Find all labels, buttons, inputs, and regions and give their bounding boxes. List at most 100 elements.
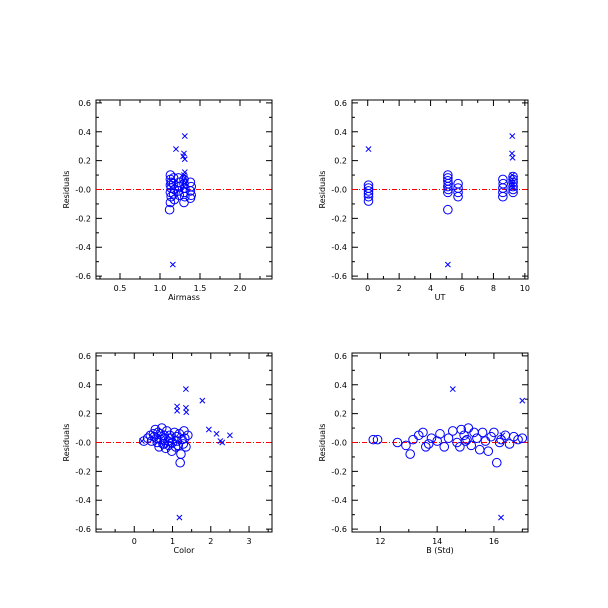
circle-data-point xyxy=(368,434,379,445)
circle-data-point xyxy=(508,184,518,195)
y-tick-label: 0.4 xyxy=(78,128,91,137)
y-axis-title: Residuals xyxy=(318,171,327,209)
y-tick-label: -0.4 xyxy=(75,496,91,505)
x-data-point xyxy=(181,133,188,140)
circle-data-point xyxy=(456,424,467,435)
x-tick-label: 8 xyxy=(491,284,496,293)
y-axis-title: Residuals xyxy=(62,171,71,209)
y-tick-label: 0.6 xyxy=(334,99,347,108)
x-data-point xyxy=(181,156,188,163)
circle-data-point xyxy=(472,433,482,443)
circle-data-point xyxy=(421,442,431,452)
y-tick-label: -0.4 xyxy=(331,496,347,505)
x-tick-label: 0.5 xyxy=(114,284,127,293)
circle-data-point xyxy=(363,186,374,196)
x-data-point xyxy=(205,426,212,433)
circle-data-point xyxy=(159,439,169,449)
x-tick-label: 10 xyxy=(520,284,530,293)
x-tick-label: 14 xyxy=(432,537,442,546)
x-tick-label: 3 xyxy=(246,537,251,546)
x-data-point xyxy=(213,430,220,437)
circle-data-point xyxy=(183,430,193,441)
circle-data-point xyxy=(418,427,428,438)
circle-data-point xyxy=(508,181,518,192)
y-tick-label: -0.2 xyxy=(75,214,91,223)
y-tick-label: 0.4 xyxy=(334,128,347,137)
circle-data-point xyxy=(363,196,374,206)
circle-data-point xyxy=(483,446,494,456)
circle-data-point xyxy=(460,436,471,446)
circle-data-point xyxy=(498,187,508,198)
x-axis-title: Airmass xyxy=(168,293,200,302)
circle-data-point xyxy=(405,449,415,459)
x-data-point xyxy=(174,407,181,414)
circle-data-point xyxy=(443,433,454,443)
circle-data-point xyxy=(443,187,453,198)
circle-data-point xyxy=(489,427,499,438)
x-data-point xyxy=(226,432,233,439)
y-tick-label: -0.2 xyxy=(331,214,347,223)
x-data-point xyxy=(444,261,451,268)
x-data-point xyxy=(181,183,187,190)
x-axis-title: Color xyxy=(174,546,196,555)
circle-data-point xyxy=(164,204,175,215)
x-tick-label: 2 xyxy=(397,284,402,293)
circle-data-point xyxy=(455,442,465,452)
x-tick-label: 0 xyxy=(132,537,137,546)
circle-data-point xyxy=(491,457,502,468)
circle-data-point xyxy=(178,439,189,449)
x-axis-title: UT xyxy=(435,293,446,302)
circle-data-point xyxy=(179,197,189,208)
circle-data-point xyxy=(157,423,167,433)
x-tick-label: 6 xyxy=(459,284,464,293)
circle-data-point xyxy=(176,449,186,459)
y-tick-label: 0.2 xyxy=(334,410,347,419)
circle-data-point xyxy=(363,189,374,199)
x-data-point xyxy=(365,146,372,153)
y-tick-label: 0.2 xyxy=(334,157,347,166)
circle-data-point xyxy=(443,184,453,195)
x-data-point xyxy=(180,153,187,160)
x-tick-label: 1.0 xyxy=(154,284,167,293)
circle-data-point xyxy=(168,178,179,189)
x-data-point xyxy=(219,439,226,446)
x-data-point xyxy=(174,403,181,410)
y-tick-label: -0.0 xyxy=(75,439,91,448)
y-tick-label: -0.6 xyxy=(75,525,91,534)
y-tick-label: -0.0 xyxy=(75,186,91,195)
circle-data-point xyxy=(496,434,506,445)
y-tick-label: -0.2 xyxy=(75,467,91,476)
x-tick-label: 1.5 xyxy=(194,284,207,293)
data-markers xyxy=(368,386,528,521)
circle-data-point xyxy=(181,442,191,452)
circle-data-point xyxy=(174,190,184,201)
x-tick-label: 16 xyxy=(489,537,499,546)
circle-data-point xyxy=(180,191,190,202)
circle-data-point xyxy=(160,433,170,443)
y-tick-label: -0.6 xyxy=(331,525,347,534)
x-data-point xyxy=(183,409,190,416)
circle-data-point xyxy=(517,433,528,443)
x-data-point xyxy=(499,432,506,439)
x-tick-label: 0 xyxy=(365,284,370,293)
x-tick-label: 2.0 xyxy=(234,284,247,293)
circle-data-point xyxy=(168,189,179,199)
y-axis-title: Residuals xyxy=(318,424,327,462)
circle-data-point xyxy=(477,427,488,438)
y-tick-label: -0.6 xyxy=(75,272,91,281)
circle-data-point xyxy=(426,433,437,443)
x-tick-label: 1 xyxy=(170,537,175,546)
x-data-point xyxy=(509,154,516,161)
x-data-point xyxy=(173,146,179,153)
circle-data-point xyxy=(363,191,374,202)
data-markers xyxy=(363,133,518,268)
y-tick-label: 0.6 xyxy=(78,99,91,108)
circle-data-point xyxy=(423,439,434,449)
data-markers xyxy=(164,133,196,268)
x-data-point xyxy=(509,133,516,140)
circle-data-point xyxy=(513,434,523,445)
plot-panels: -0.6 -0.4 -0.2 -0.0 0.2 0.4 0.6 0.5 1.0 1.5 2.0 Air… xyxy=(62,99,530,555)
y-tick-label: -0.2 xyxy=(331,467,347,476)
x-data-point xyxy=(182,386,189,393)
